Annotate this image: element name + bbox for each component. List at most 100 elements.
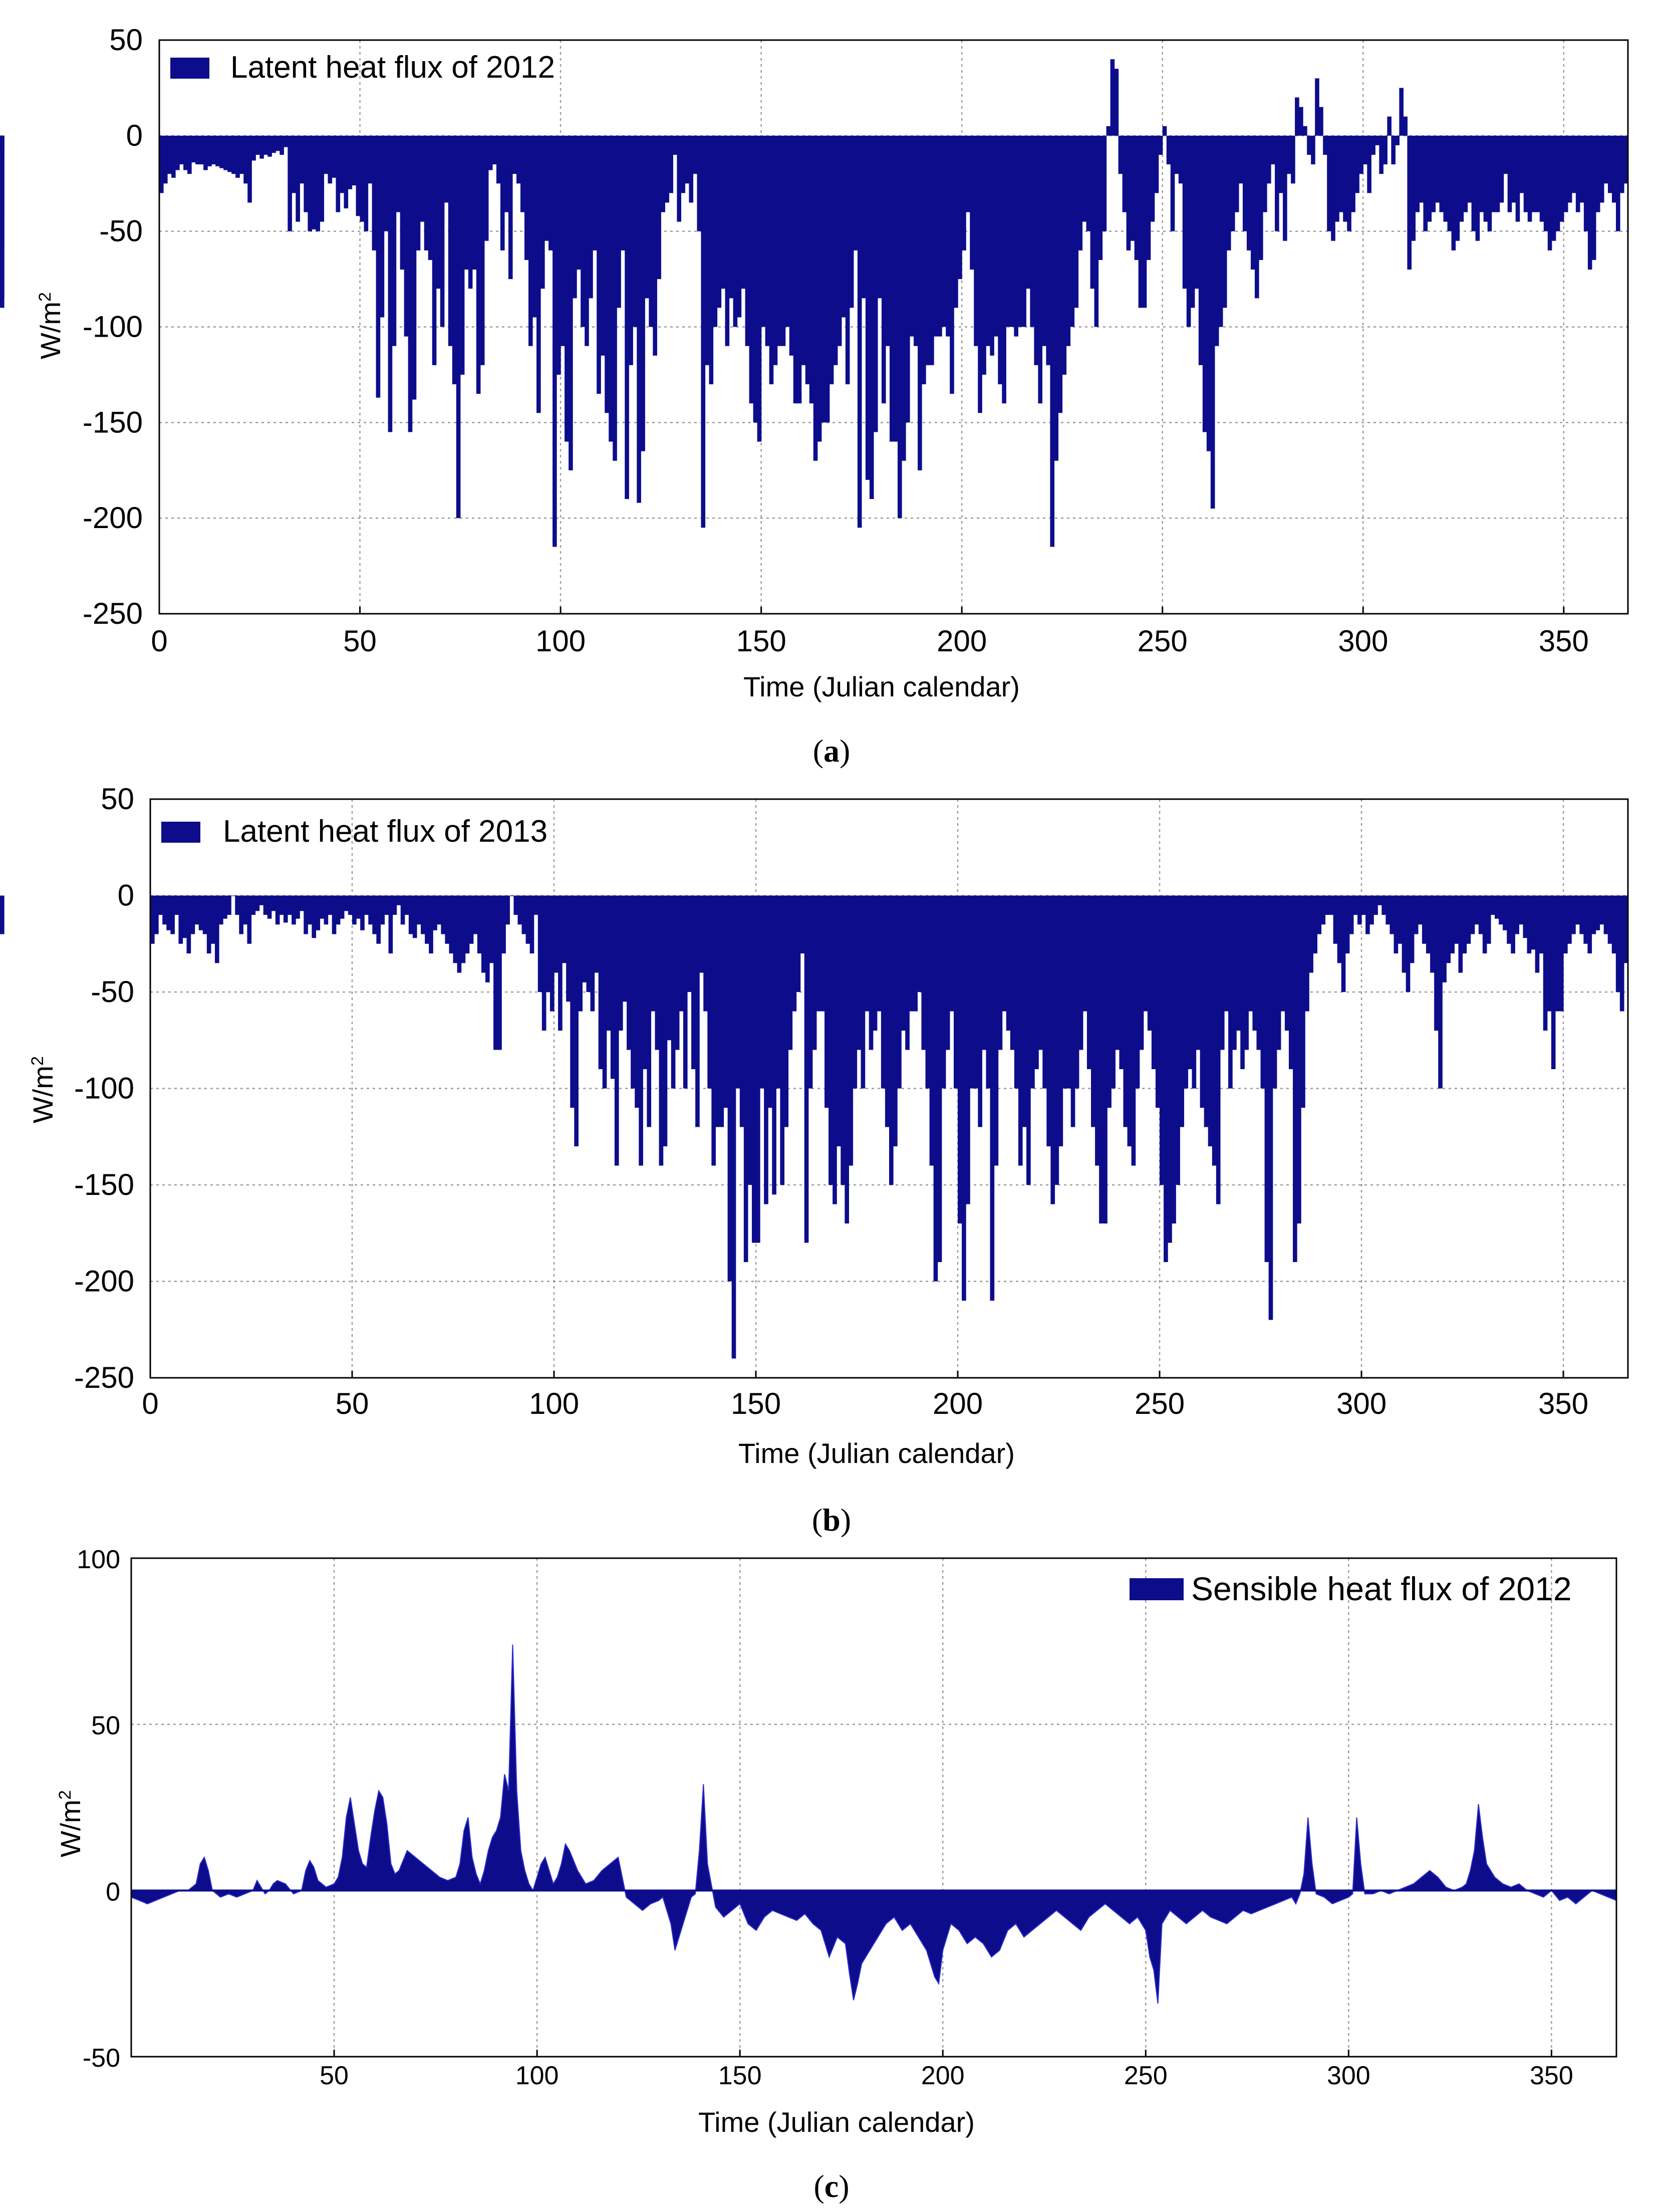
bar bbox=[813, 135, 818, 461]
bar bbox=[675, 895, 680, 1050]
bar bbox=[480, 135, 485, 365]
bar bbox=[1422, 895, 1427, 944]
panel-b-ylabel: W/m2 bbox=[27, 1056, 59, 1123]
bar bbox=[1134, 135, 1139, 260]
bar bbox=[1240, 895, 1245, 1069]
bar bbox=[1186, 135, 1191, 327]
bar bbox=[657, 135, 661, 280]
bar bbox=[1435, 135, 1440, 203]
bar bbox=[1431, 135, 1436, 212]
bar bbox=[243, 895, 248, 925]
bar bbox=[695, 895, 700, 1127]
bar bbox=[861, 895, 866, 1089]
panel-a-ytick-label: -250 bbox=[83, 597, 143, 630]
bar bbox=[320, 135, 325, 222]
bar bbox=[946, 135, 950, 337]
bar bbox=[179, 135, 184, 165]
bar bbox=[0, 135, 5, 299]
panel-c-ticks: 100 50 0 -50 50 100 150 200 250 300 350 bbox=[77, 1545, 1573, 2090]
bar bbox=[1006, 895, 1011, 1031]
bar bbox=[917, 895, 922, 992]
bar bbox=[1406, 895, 1411, 992]
bar bbox=[1410, 895, 1415, 963]
bar bbox=[937, 895, 942, 1262]
bar bbox=[1074, 135, 1079, 308]
bar bbox=[1603, 135, 1608, 184]
panel-c-sensible-2012: 100 50 0 -50 50 100 150 200 250 300 350 Sensible h… bbox=[55, 1545, 1617, 2204]
bar bbox=[166, 895, 171, 930]
bar bbox=[1095, 895, 1099, 1166]
bar bbox=[577, 135, 581, 270]
bar bbox=[348, 895, 353, 915]
bar bbox=[211, 135, 216, 165]
bar bbox=[1098, 135, 1103, 260]
bar bbox=[1583, 135, 1588, 231]
panel-a-xtick-label: 0 bbox=[151, 624, 167, 658]
bar bbox=[585, 135, 589, 346]
bar bbox=[817, 135, 822, 442]
bar bbox=[773, 135, 778, 365]
bar bbox=[1345, 895, 1350, 953]
bar bbox=[1458, 895, 1463, 973]
bar bbox=[255, 135, 260, 155]
bar bbox=[837, 895, 841, 1146]
bar bbox=[821, 135, 826, 423]
bar bbox=[1317, 895, 1322, 934]
bar bbox=[921, 895, 926, 1050]
bar bbox=[1423, 135, 1428, 231]
bar bbox=[1615, 895, 1620, 992]
bar bbox=[1321, 895, 1326, 925]
bar bbox=[962, 135, 966, 251]
bar bbox=[1426, 895, 1431, 953]
panel-c-xtick-label: 150 bbox=[718, 2061, 762, 2090]
bar bbox=[558, 895, 563, 1031]
bar bbox=[163, 135, 168, 184]
bar bbox=[677, 135, 682, 222]
bar bbox=[449, 895, 454, 953]
bar bbox=[267, 895, 272, 919]
bar bbox=[416, 895, 421, 925]
bar bbox=[304, 135, 308, 212]
bar bbox=[1543, 135, 1548, 231]
bar bbox=[1026, 895, 1031, 1185]
bar bbox=[1503, 895, 1507, 930]
panel-b-ytick-label: 0 bbox=[118, 879, 134, 912]
bar bbox=[635, 895, 639, 1108]
panel-c-xtick-label: 250 bbox=[1124, 2061, 1168, 2090]
bar bbox=[1114, 69, 1119, 136]
bar bbox=[421, 895, 425, 934]
bar bbox=[1232, 895, 1237, 1050]
bar bbox=[1319, 107, 1323, 136]
bar bbox=[472, 135, 477, 270]
bar bbox=[1438, 895, 1443, 1089]
bar bbox=[207, 135, 212, 166]
bar bbox=[508, 135, 513, 280]
bar bbox=[1363, 135, 1367, 165]
bar bbox=[614, 895, 619, 1166]
bar bbox=[1499, 135, 1504, 203]
bar bbox=[950, 135, 954, 394]
bar bbox=[673, 135, 678, 155]
bar bbox=[517, 895, 522, 925]
panel-a-legend-swatch bbox=[170, 58, 209, 79]
bar bbox=[1164, 895, 1168, 1262]
bar bbox=[206, 895, 211, 953]
bar bbox=[284, 135, 288, 147]
bar bbox=[541, 895, 546, 1031]
panel-c-xtick-label: 200 bbox=[921, 2061, 965, 2090]
bar bbox=[364, 135, 369, 231]
bar bbox=[1559, 895, 1564, 1012]
bar bbox=[1539, 895, 1544, 953]
bar bbox=[332, 135, 337, 178]
bar bbox=[1200, 895, 1205, 1108]
bar bbox=[259, 135, 264, 159]
bar bbox=[175, 135, 180, 170]
bar bbox=[532, 135, 537, 318]
bar bbox=[1515, 895, 1519, 934]
bar bbox=[158, 895, 163, 915]
bar bbox=[1070, 135, 1075, 327]
bar bbox=[1478, 895, 1483, 934]
bar bbox=[1138, 135, 1143, 308]
bar bbox=[544, 135, 549, 241]
